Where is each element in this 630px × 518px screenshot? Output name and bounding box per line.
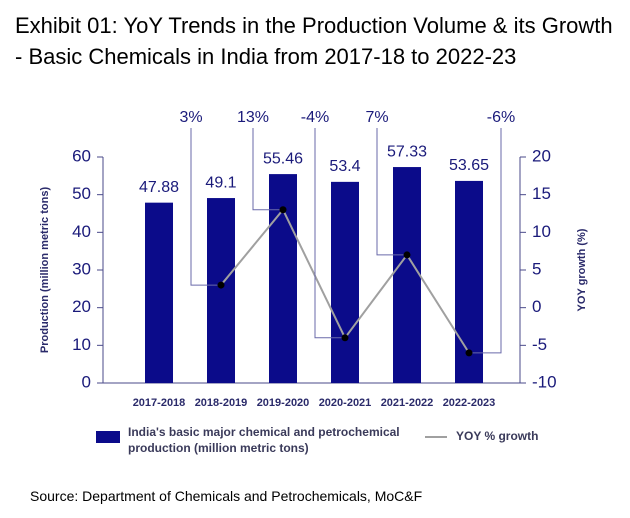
- legend-swatch: [96, 431, 120, 443]
- y-tick-label: 10: [72, 335, 91, 354]
- y2-tick-label: 20: [532, 146, 551, 165]
- callout-line: [190, 128, 221, 286]
- bar: [455, 180, 483, 383]
- y2-tick-label: 10: [532, 222, 551, 241]
- bar-value-label: 49.1: [205, 174, 236, 191]
- callout-line: [469, 128, 502, 354]
- y2-tick-label: -5: [532, 335, 547, 354]
- bar-value-label: 57.33: [387, 143, 427, 160]
- growth-point: [403, 251, 411, 259]
- bar-value-label: 55.46: [263, 150, 303, 167]
- x-tick-label: 2020-2021: [319, 397, 372, 409]
- legend-label: India's basic major chemical and petroch…: [128, 425, 400, 455]
- x-tick-label: 2019-2020: [257, 397, 310, 409]
- growth-point: [341, 334, 349, 342]
- growth-label: 13%: [237, 109, 269, 126]
- y2-tick-label: -10: [532, 372, 557, 391]
- callout-line: [252, 128, 283, 211]
- chart-title: Exhibit 01: YoY Trends in the Production…: [15, 13, 613, 69]
- y-tick-label: 0: [82, 372, 91, 391]
- y2-axis-label: YOY growth (%): [576, 228, 588, 311]
- y-tick-label: 20: [72, 297, 91, 316]
- y2-tick-label: 5: [532, 259, 541, 278]
- y2-tick-label: 15: [532, 184, 551, 203]
- callout-line: [376, 128, 407, 256]
- legend-label: YOY % growth: [456, 429, 538, 443]
- bar: [207, 198, 235, 383]
- bar: [269, 174, 297, 383]
- bar: [145, 202, 173, 383]
- source-note: Source: Department of Chemicals and Petr…: [30, 488, 423, 504]
- growth-label: 3%: [179, 109, 202, 126]
- y-tick-label: 60: [72, 146, 91, 165]
- bar-value-label: 47.88: [139, 179, 179, 196]
- growth-label: 7%: [365, 109, 388, 126]
- callout-line: [314, 128, 345, 339]
- growth-point: [465, 349, 473, 357]
- y-tick-label: 50: [72, 184, 91, 203]
- growth-label: -4%: [301, 109, 329, 126]
- y-tick-label: 40: [72, 222, 91, 241]
- bar-value-label: 53.65: [449, 157, 489, 174]
- bar: [393, 167, 421, 383]
- growth-label: -6%: [487, 109, 515, 126]
- growth-point: [279, 206, 287, 214]
- y-tick-label: 30: [72, 259, 91, 278]
- x-tick-label: 2022-2023: [443, 397, 496, 409]
- y-axis-label: Production (million metric tons): [39, 187, 51, 354]
- x-tick-label: 2018-2019: [195, 397, 248, 409]
- bar-value-label: 53.4: [329, 158, 360, 175]
- bar: [331, 181, 359, 383]
- x-tick-label: 2017-2018: [133, 397, 186, 409]
- y2-tick-label: 0: [532, 297, 541, 316]
- x-tick-label: 2021-2022: [381, 397, 434, 409]
- growth-point: [217, 281, 225, 289]
